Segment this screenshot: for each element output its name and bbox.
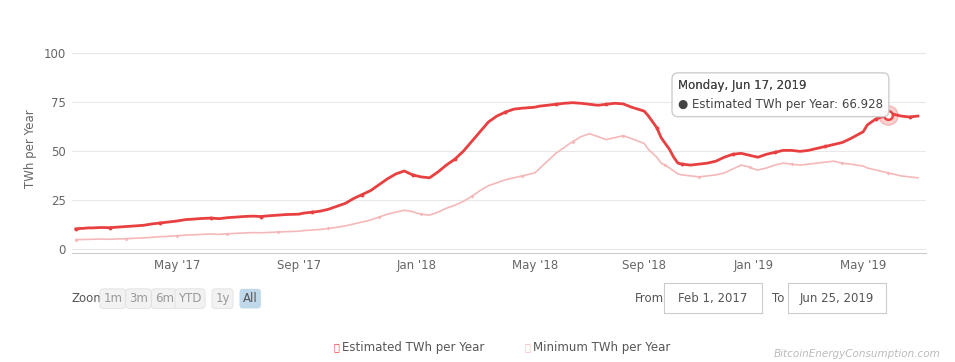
Text: From: From [635,292,664,305]
Text: 1m: 1m [103,292,122,305]
Text: YTD: YTD [179,292,202,305]
Text: Estimated TWh per Year: Estimated TWh per Year [342,341,484,354]
Text: BitcoinEnergyConsumption.com: BitcoinEnergyConsumption.com [774,349,941,359]
Text: 6m: 6m [155,292,174,305]
Text: 1y: 1y [215,292,230,305]
Text: Feb 1, 2017: Feb 1, 2017 [678,292,748,305]
Text: Zoom: Zoom [72,292,105,305]
Y-axis label: TWh per Year: TWh per Year [24,109,37,188]
Text: To: To [772,292,784,305]
Text: Minimum TWh per Year: Minimum TWh per Year [533,341,670,354]
Text: Jun 25, 2019: Jun 25, 2019 [800,292,874,305]
Text: 3m: 3m [129,292,148,305]
Text: ➕: ➕ [524,342,530,353]
Text: Monday, Jun 17, 2019
● Estimated TWh per Year: 66.928: Monday, Jun 17, 2019 ● Estimated TWh per… [678,79,883,111]
Text: All: All [243,292,258,305]
Text: ➕: ➕ [333,342,339,353]
Text: Monday, Jun 17, 2019: Monday, Jun 17, 2019 [678,79,806,107]
